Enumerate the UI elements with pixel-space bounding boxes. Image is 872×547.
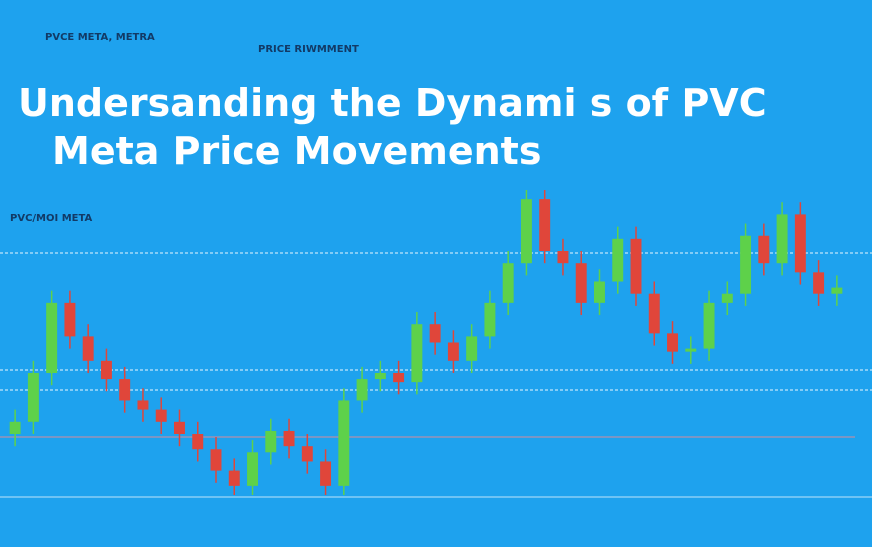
candle-body	[283, 430, 295, 447]
candle-body	[374, 373, 386, 380]
candle-body	[794, 214, 806, 273]
candle-body	[557, 251, 569, 264]
candle-body	[301, 446, 313, 462]
candle-body	[119, 379, 131, 401]
candle-body	[831, 287, 843, 294]
candle-body	[82, 336, 94, 361]
candle-body	[192, 434, 204, 450]
candle-body	[174, 421, 185, 434]
candle-body	[484, 302, 496, 337]
candle-body	[667, 333, 678, 352]
candle-body	[539, 199, 551, 251]
title-line: Undersanding the Dynami s of PVC	[18, 81, 767, 125]
candle-body	[338, 400, 350, 486]
candle-body	[27, 373, 39, 422]
candle-body	[520, 199, 532, 264]
candle-body	[46, 302, 58, 373]
candle-body	[64, 302, 76, 337]
candle-body	[411, 324, 423, 383]
candle-body	[813, 272, 825, 294]
candle-body	[210, 449, 222, 471]
candle-body	[612, 238, 624, 282]
candle-body	[594, 281, 605, 303]
candle-body	[740, 235, 752, 294]
header-subtag: PRICE RIWMMENT	[258, 44, 359, 55]
candle-body	[247, 452, 258, 486]
candle-body	[228, 470, 240, 486]
candle-body	[685, 348, 697, 352]
candle-body	[320, 461, 332, 486]
candle-body	[703, 302, 715, 349]
candle-body	[630, 238, 642, 294]
chart-label: PVC/MOI META	[10, 213, 93, 224]
candle-body	[721, 293, 733, 303]
candle-body	[429, 324, 441, 343]
candle-body	[265, 430, 277, 453]
candle-body	[155, 409, 167, 422]
title-line: Meta Price Movements	[52, 129, 541, 173]
candle-body	[137, 400, 149, 410]
candle-body	[502, 263, 514, 303]
candle-body	[466, 336, 478, 361]
candle-body	[9, 421, 21, 434]
candle-body	[575, 263, 587, 303]
candle-body	[648, 293, 660, 334]
candle-body	[356, 379, 368, 401]
header-tag: PVCE META, METRA	[45, 32, 155, 43]
candle-body	[100, 360, 112, 380]
candle-body	[447, 342, 459, 361]
candle-body	[776, 214, 788, 264]
candle-body	[758, 235, 770, 264]
candle-body	[393, 373, 405, 383]
